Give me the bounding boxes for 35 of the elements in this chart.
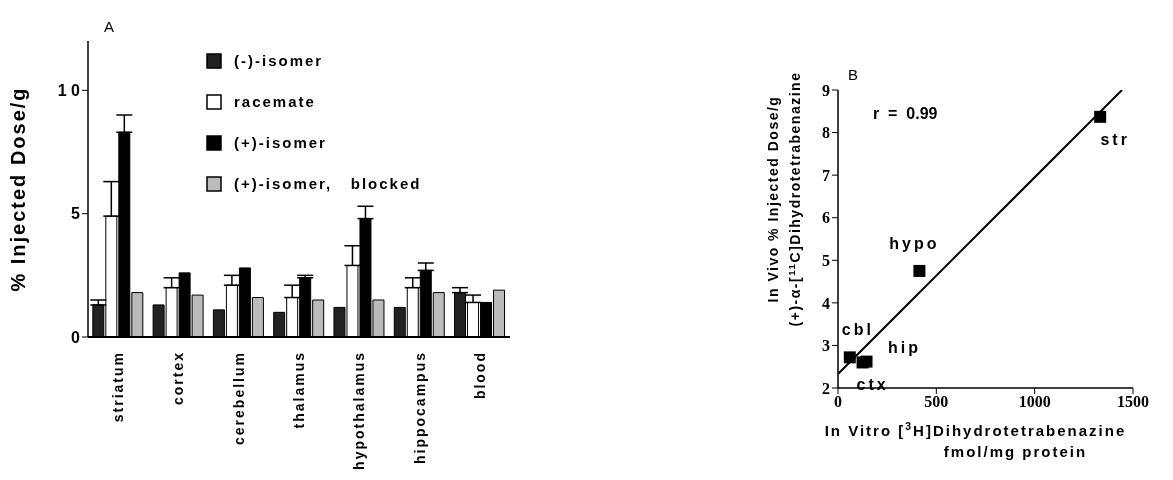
y-tick-label: 1 0	[57, 82, 81, 100]
x-tick-label: 1000	[1018, 393, 1051, 411]
y-tick-label: 0	[71, 328, 81, 346]
x-axis-title: In Vitro [$^{3}$H]Dihydrotetrabenazine fmol/mg protein	[824, 420, 1127, 460]
x-tick-label: thalamus	[291, 351, 307, 429]
y-tick-label: 4	[822, 294, 830, 312]
x-tick-label: blood	[471, 351, 488, 400]
y-tick-label: 5	[71, 205, 81, 223]
legend-label: (+)-isomer	[234, 134, 327, 151]
annotation: cbl	[841, 321, 874, 339]
annotation: str	[1100, 130, 1130, 148]
x-tick-label: cortex	[170, 351, 187, 406]
y-tick-label: 3	[822, 337, 830, 355]
y-tick-label: 9	[822, 81, 830, 99]
legend-label: (-)-isomer	[234, 52, 324, 69]
y-tick-label: 8	[822, 124, 830, 142]
y-tick-label: 2	[822, 379, 830, 397]
x-tick-label: cerebellum	[230, 351, 247, 445]
y-tick-label: 6	[822, 209, 830, 227]
y-tick-label: 5	[822, 251, 830, 269]
y-axis-title: % Injected Dose/g	[7, 86, 30, 292]
legend-label: (+)-isomer, blocked	[234, 175, 422, 192]
legend-label: racemate	[234, 93, 316, 110]
x-tick-label: hippocampus	[411, 351, 428, 465]
x-tick-label: 0	[834, 393, 842, 411]
y-tick-label: 7	[822, 166, 830, 184]
chart-title: B	[848, 66, 859, 83]
chart-title: A	[104, 18, 115, 35]
annotation: hip	[888, 339, 922, 357]
annotation: r = 0.99	[873, 105, 938, 123]
x-tick-label: 1500	[1117, 393, 1149, 411]
annotation: hypo	[889, 234, 940, 252]
x-tick-label: hypothalamus	[351, 351, 368, 470]
x-tick-label: striatum	[110, 351, 127, 423]
x-tick-label: 500	[924, 393, 949, 411]
